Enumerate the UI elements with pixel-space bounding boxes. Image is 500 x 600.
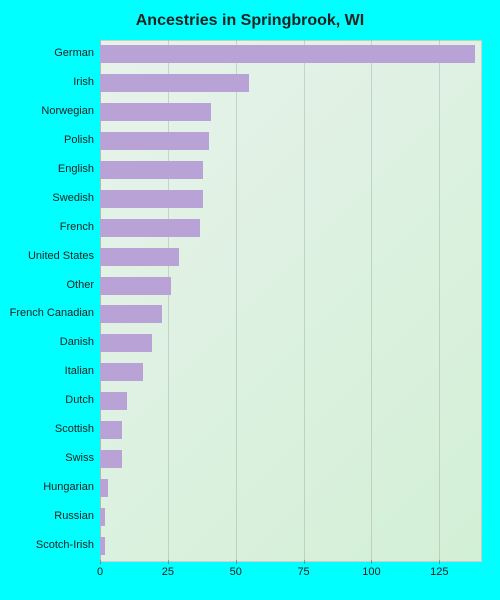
category-label: Italian bbox=[65, 365, 94, 377]
category-label: Swedish bbox=[52, 192, 94, 204]
x-tick-mark bbox=[304, 560, 305, 564]
bar bbox=[100, 277, 171, 295]
bar bbox=[100, 248, 179, 266]
bar bbox=[100, 132, 209, 150]
category-label: English bbox=[58, 163, 94, 175]
category-label: Scotch-Irish bbox=[36, 539, 94, 551]
plot-area: City-Data.com bbox=[100, 40, 480, 560]
x-tick-label: 125 bbox=[424, 566, 454, 578]
bar bbox=[100, 161, 203, 179]
category-label: Other bbox=[66, 279, 94, 291]
bar bbox=[100, 219, 200, 237]
category-label: United States bbox=[28, 250, 94, 262]
x-tick-mark bbox=[168, 560, 169, 564]
page-background: Ancestries in Springbrook, WI City-Data.… bbox=[0, 0, 500, 600]
bar bbox=[100, 421, 122, 439]
bar bbox=[100, 392, 127, 410]
x-tick-label: 0 bbox=[85, 566, 115, 578]
chart-title: Ancestries in Springbrook, WI bbox=[0, 12, 500, 30]
category-label: Dutch bbox=[65, 394, 94, 406]
bar bbox=[100, 45, 475, 63]
x-tick-mark bbox=[371, 560, 372, 564]
x-tick-label: 100 bbox=[356, 566, 386, 578]
bar bbox=[100, 450, 122, 468]
x-tick-label: 75 bbox=[289, 566, 319, 578]
bar bbox=[100, 508, 105, 526]
bar bbox=[100, 363, 143, 381]
category-label: Swiss bbox=[65, 452, 94, 464]
category-label: French bbox=[60, 221, 94, 233]
category-label: Scottish bbox=[55, 423, 94, 435]
category-label: Norwegian bbox=[41, 105, 94, 117]
bar bbox=[100, 74, 249, 92]
category-label: Polish bbox=[64, 134, 94, 146]
x-tick-mark bbox=[439, 560, 440, 564]
x-tick-mark bbox=[100, 560, 101, 564]
grid-line bbox=[304, 40, 305, 560]
bar bbox=[100, 334, 152, 352]
bar bbox=[100, 305, 162, 323]
bar bbox=[100, 537, 105, 555]
category-label: Hungarian bbox=[43, 481, 94, 493]
x-tick-label: 50 bbox=[221, 566, 251, 578]
grid-line bbox=[439, 40, 440, 560]
category-label: French Canadian bbox=[10, 307, 94, 319]
grid-line bbox=[371, 40, 372, 560]
bar bbox=[100, 479, 108, 497]
bar bbox=[100, 190, 203, 208]
grid-line bbox=[236, 40, 237, 560]
category-label: Danish bbox=[60, 336, 94, 348]
category-label: Russian bbox=[54, 510, 94, 522]
x-tick-label: 25 bbox=[153, 566, 183, 578]
x-tick-mark bbox=[236, 560, 237, 564]
bar bbox=[100, 103, 211, 121]
category-label: German bbox=[54, 47, 94, 59]
category-label: Irish bbox=[73, 76, 94, 88]
